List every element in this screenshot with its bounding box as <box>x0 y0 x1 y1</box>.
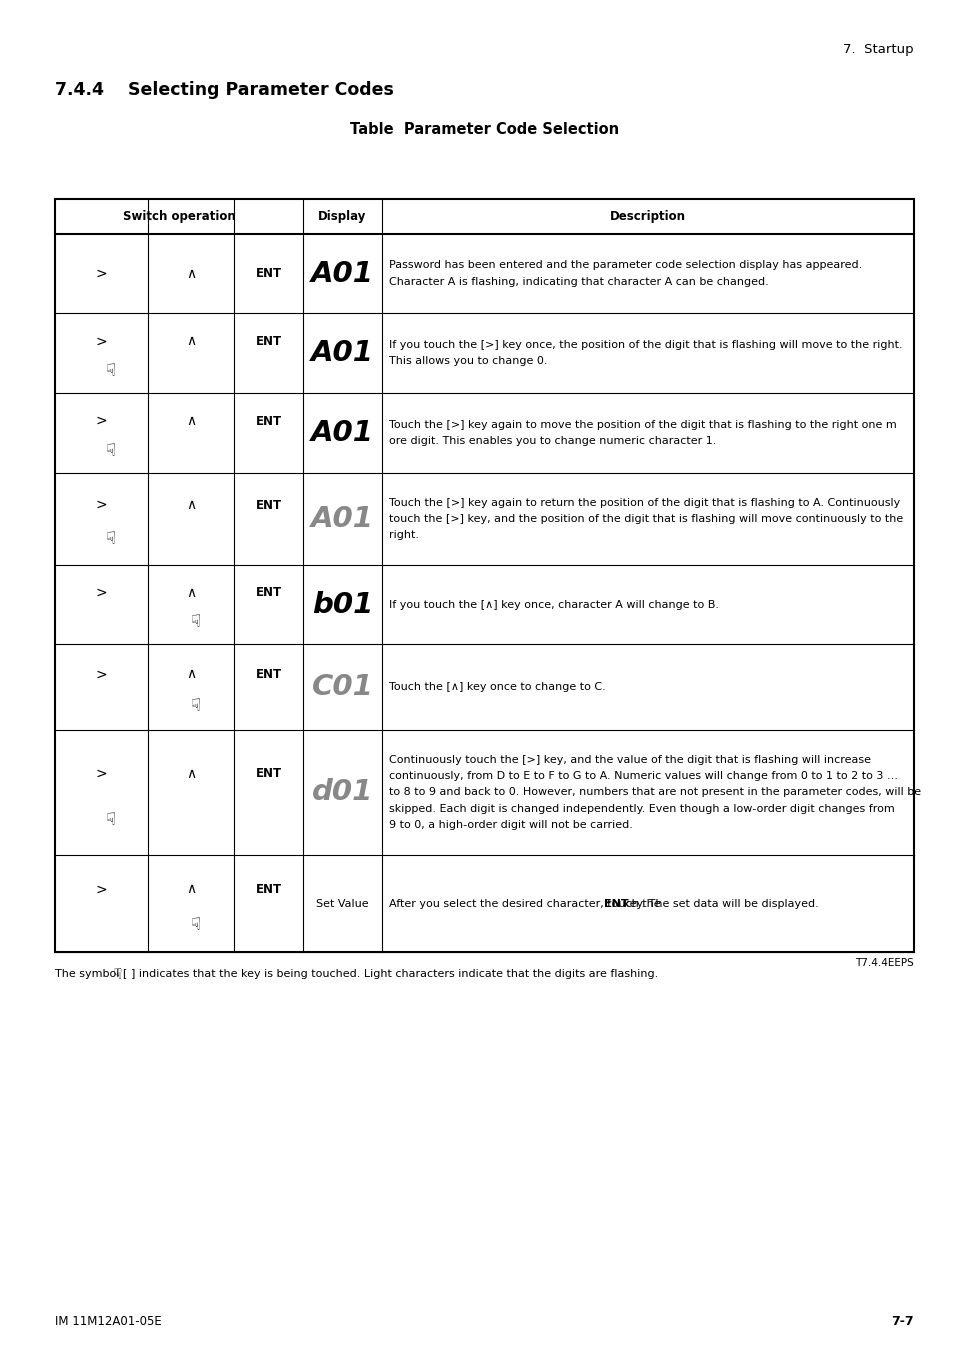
Text: Touch the [>] key again to move the position of the digit that is flashing to th: Touch the [>] key again to move the posi… <box>389 420 896 430</box>
Text: to 8 to 9 and back to 0. However, numbers that are not present in the parameter : to 8 to 9 and back to 0. However, number… <box>389 788 921 797</box>
Text: IM 11M12A01-05E: IM 11M12A01-05E <box>55 1315 162 1328</box>
Text: ENT: ENT <box>255 586 281 598</box>
Text: Password has been entered and the parameter code selection display has appeared.: Password has been entered and the parame… <box>389 261 862 270</box>
Text: ENT: ENT <box>255 499 281 512</box>
Text: Description: Description <box>609 209 685 223</box>
Text: ENT: ENT <box>255 667 281 681</box>
Text: ☟: ☟ <box>106 530 116 549</box>
Text: >: > <box>95 499 108 512</box>
Text: ∧: ∧ <box>186 585 195 600</box>
Text: ☟: ☟ <box>113 966 122 982</box>
Text: ENT: ENT <box>603 898 628 909</box>
Text: b01: b01 <box>312 590 373 619</box>
Text: T7.4.4EEPS: T7.4.4EEPS <box>854 958 913 967</box>
Text: ∧: ∧ <box>186 334 195 349</box>
Text: ∧: ∧ <box>186 667 195 681</box>
Text: Table  Parameter Code Selection: Table Parameter Code Selection <box>350 122 618 136</box>
Text: If you touch the [∧] key once, character A will change to B.: If you touch the [∧] key once, character… <box>389 600 719 609</box>
Text: ☟: ☟ <box>106 362 116 380</box>
Text: touch the [>] key, and the position of the digit that is flashing will move cont: touch the [>] key, and the position of t… <box>389 513 902 524</box>
Text: ∧: ∧ <box>186 499 195 512</box>
Text: >: > <box>95 585 108 600</box>
Text: This allows you to change 0.: This allows you to change 0. <box>389 357 547 366</box>
Text: A01: A01 <box>311 259 374 288</box>
Text: >: > <box>95 266 108 281</box>
Text: ENT: ENT <box>255 882 281 896</box>
Text: ENT: ENT <box>255 267 281 280</box>
Text: key. The set data will be displayed.: key. The set data will be displayed. <box>619 898 818 909</box>
Text: Switch operation: Switch operation <box>123 209 235 223</box>
Text: ☟: ☟ <box>191 916 200 935</box>
Text: 7.4.4    Selecting Parameter Codes: 7.4.4 Selecting Parameter Codes <box>55 81 394 99</box>
Text: 7.  Startup: 7. Startup <box>842 43 913 57</box>
Text: A01: A01 <box>311 339 374 367</box>
Text: ENT: ENT <box>255 767 281 780</box>
Text: The symbol [: The symbol [ <box>55 969 128 979</box>
Text: C01: C01 <box>312 673 373 701</box>
Text: ☟: ☟ <box>191 613 200 631</box>
Text: >: > <box>95 667 108 681</box>
Text: Touch the [>] key again to return the position of the digit that is flashing to : Touch the [>] key again to return the po… <box>389 497 900 508</box>
Text: ∧: ∧ <box>186 413 195 428</box>
Text: skipped. Each digit is changed independently. Even though a low-order digit chan: skipped. Each digit is changed independe… <box>389 804 894 813</box>
Text: Touch the [∧] key once to change to C.: Touch the [∧] key once to change to C. <box>389 682 605 692</box>
Text: >: > <box>95 882 108 896</box>
Text: Set Value: Set Value <box>315 898 369 909</box>
Text: ☟: ☟ <box>106 442 116 459</box>
Text: ore digit. This enables you to change numeric character 1.: ore digit. This enables you to change nu… <box>389 436 716 446</box>
Text: After you select the desired character, touch the: After you select the desired character, … <box>389 898 663 909</box>
Text: ENT: ENT <box>255 415 281 427</box>
Text: ☟: ☟ <box>191 697 200 715</box>
Text: ∧: ∧ <box>186 266 195 281</box>
Text: If you touch the [>] key once, the position of the digit that is flashing will m: If you touch the [>] key once, the posit… <box>389 340 902 350</box>
Text: right.: right. <box>389 530 418 540</box>
Text: ∧: ∧ <box>186 766 195 781</box>
Text: continuously, from D to E to F to G to A. Numeric values will change from 0 to 1: continuously, from D to E to F to G to A… <box>389 771 898 781</box>
Text: ∧: ∧ <box>186 882 195 896</box>
Text: >: > <box>95 334 108 349</box>
Text: >: > <box>95 766 108 781</box>
Text: A01: A01 <box>311 505 374 532</box>
Text: ENT: ENT <box>255 335 281 347</box>
Text: A01: A01 <box>311 419 374 447</box>
Text: 7-7: 7-7 <box>890 1315 913 1328</box>
Text: Continuously touch the [>] key, and the value of the digit that is flashing will: Continuously touch the [>] key, and the … <box>389 755 870 765</box>
Text: Display: Display <box>318 209 366 223</box>
Bar <box>55 199 913 952</box>
Text: >: > <box>95 413 108 428</box>
Text: ] indicates that the key is being touched. Light characters indicate that the di: ] indicates that the key is being touche… <box>132 969 658 979</box>
Text: ☟: ☟ <box>106 811 116 830</box>
Text: d01: d01 <box>312 778 373 807</box>
Text: 9 to 0, a high-order digit will not be carried.: 9 to 0, a high-order digit will not be c… <box>389 820 633 830</box>
Text: Character A is flashing, indicating that character A can be changed.: Character A is flashing, indicating that… <box>389 277 768 286</box>
